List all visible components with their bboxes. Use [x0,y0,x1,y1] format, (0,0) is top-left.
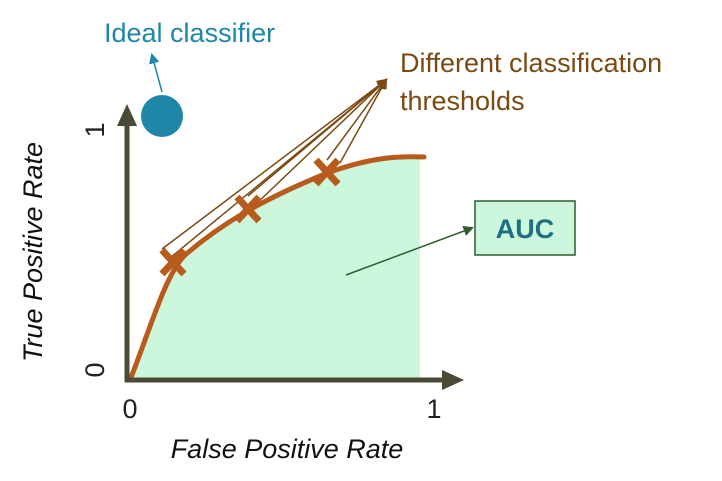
threshold-line-4 [254,78,388,206]
auc-arrow [345,226,474,276]
x-axis-title: False Positive Rate [171,434,404,464]
thresholds-label-line1: Different classification [400,48,662,78]
threshold-line-3 [247,78,388,197]
y-tick-0: 0 [80,362,110,377]
threshold-marker-1 [159,247,187,277]
threshold-line-1 [161,78,388,250]
x-axis-arrowhead [442,370,464,390]
threshold-marker-2 [234,194,262,224]
threshold-line-6 [339,78,388,164]
ideal-classifier-label: Ideal classifier [104,18,275,48]
auc-box [474,200,576,256]
threshold-marker-3 [313,157,341,187]
auc-area [130,156,420,380]
x-tick-0: 0 [122,394,137,424]
auc-label: AUC [496,214,555,244]
roc-curve [127,154,427,383]
thresholds-label-line2: thresholds [400,86,525,116]
x-tick-1: 1 [426,394,441,424]
y-axis-arrowhead [117,104,137,126]
ideal-classifier-dot [141,95,183,137]
y-axis-title: True Positive Rate [18,142,48,362]
threshold-line-5 [326,78,388,161]
ideal-classifier-arrow [149,52,163,93]
y-tick-1: 1 [80,122,110,137]
